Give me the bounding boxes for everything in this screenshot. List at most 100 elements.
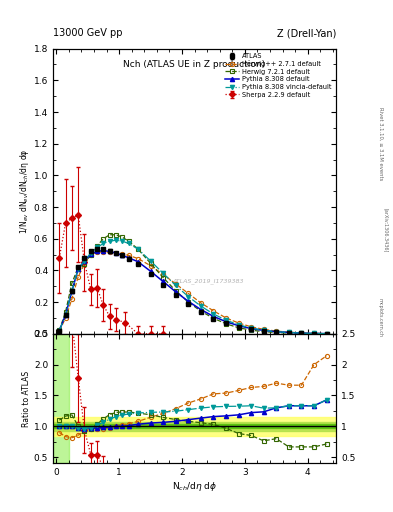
Herwig++ 2.7.1 default: [76, 273, 81, 280]
Herwig 7.2.1 default: [101, 236, 106, 242]
Pythia 8.308 default: [198, 307, 203, 313]
Herwig 7.2.1 default: [249, 327, 253, 333]
Pythia 8.308 default: [136, 259, 140, 265]
Herwig++ 2.7.1 default: [82, 261, 87, 267]
Pythia 8.308 vincia-default: [261, 327, 266, 333]
Pythia 8.308 default: [249, 326, 253, 332]
Herwig++ 2.7.1 default: [312, 330, 316, 336]
Pythia 8.308 default: [148, 268, 153, 274]
Herwig 7.2.1 default: [148, 260, 153, 266]
Pythia 8.308 default: [82, 258, 87, 264]
Pythia 8.308 vincia-default: [88, 250, 93, 256]
Pythia 8.308 default: [126, 254, 131, 261]
Herwig 7.2.1 default: [76, 264, 81, 270]
Pythia 8.308 vincia-default: [161, 270, 165, 276]
Y-axis label: Ratio to ATLAS: Ratio to ATLAS: [22, 371, 31, 426]
Herwig 7.2.1 default: [70, 280, 74, 286]
Pythia 8.308 vincia-default: [286, 329, 291, 335]
Herwig++ 2.7.1 default: [136, 255, 140, 262]
Herwig++ 2.7.1 default: [95, 249, 99, 255]
Herwig++ 2.7.1 default: [286, 329, 291, 335]
Pythia 8.308 default: [70, 288, 74, 294]
Bar: [53, 417, 336, 436]
Line: Herwig 7.2.1 default: Herwig 7.2.1 default: [57, 232, 329, 336]
Bar: [53, 334, 69, 463]
Herwig 7.2.1 default: [198, 308, 203, 314]
Herwig++ 2.7.1 default: [261, 326, 266, 332]
Herwig 7.2.1 default: [63, 309, 68, 315]
Text: 13000 GeV pp: 13000 GeV pp: [53, 28, 123, 38]
Pythia 8.308 vincia-default: [324, 331, 329, 337]
Herwig 7.2.1 default: [312, 331, 316, 337]
Pythia 8.308 vincia-default: [63, 312, 68, 318]
Pythia 8.308 vincia-default: [95, 244, 99, 250]
Pythia 8.308 vincia-default: [224, 317, 228, 323]
Herwig++ 2.7.1 default: [274, 328, 279, 334]
Pythia 8.308 vincia-default: [136, 246, 140, 252]
Pythia 8.308 default: [161, 279, 165, 285]
Herwig++ 2.7.1 default: [173, 281, 178, 287]
Pythia 8.308 vincia-default: [114, 237, 118, 243]
Pythia 8.308 vincia-default: [76, 266, 81, 272]
Pythia 8.308 default: [120, 252, 125, 259]
Herwig 7.2.1 default: [107, 232, 112, 238]
Herwig++ 2.7.1 default: [224, 315, 228, 321]
Pythia 8.308 vincia-default: [126, 241, 131, 247]
Herwig++ 2.7.1 default: [211, 308, 216, 314]
Herwig++ 2.7.1 default: [126, 252, 131, 259]
Herwig 7.2.1 default: [186, 299, 191, 305]
Pythia 8.308 default: [101, 247, 106, 253]
Herwig 7.2.1 default: [211, 315, 216, 322]
Pythia 8.308 default: [63, 312, 68, 318]
Herwig++ 2.7.1 default: [70, 296, 74, 302]
Pythia 8.308 vincia-default: [299, 330, 304, 336]
Herwig 7.2.1 default: [136, 246, 140, 252]
Text: Rivet 3.1.10, ≥ 3.1M events: Rivet 3.1.10, ≥ 3.1M events: [378, 106, 383, 180]
Y-axis label: 1/N$_{ev}$ dN$_{ev}$/dN$_{ch}$/dη dφ: 1/N$_{ev}$ dN$_{ev}$/dN$_{ch}$/dη dφ: [18, 148, 31, 234]
Pythia 8.308 vincia-default: [82, 258, 87, 264]
Pythia 8.308 vincia-default: [249, 325, 253, 331]
Herwig++ 2.7.1 default: [186, 290, 191, 296]
Pythia 8.308 default: [274, 329, 279, 335]
Herwig++ 2.7.1 default: [324, 330, 329, 336]
Herwig++ 2.7.1 default: [198, 300, 203, 306]
Pythia 8.308 default: [286, 329, 291, 335]
Text: Nch (ATLAS UE in Z production): Nch (ATLAS UE in Z production): [123, 60, 266, 69]
Pythia 8.308 default: [76, 266, 81, 272]
Pythia 8.308 vincia-default: [120, 238, 125, 244]
Pythia 8.308 default: [299, 330, 304, 336]
Text: mcplots.cern.ch: mcplots.cern.ch: [378, 298, 383, 337]
Text: ATLAS_2019_I1739383: ATLAS_2019_I1739383: [172, 279, 243, 284]
X-axis label: N$_{ch}$/d$\eta$ d$\phi$: N$_{ch}$/d$\eta$ d$\phi$: [172, 480, 217, 493]
Herwig 7.2.1 default: [88, 251, 93, 258]
Pythia 8.308 vincia-default: [70, 288, 74, 294]
Pythia 8.308 vincia-default: [101, 241, 106, 247]
Line: Pythia 8.308 vincia-default: Pythia 8.308 vincia-default: [57, 238, 329, 336]
Herwig 7.2.1 default: [236, 325, 241, 331]
Herwig 7.2.1 default: [261, 329, 266, 335]
Pythia 8.308 default: [224, 318, 228, 325]
Herwig 7.2.1 default: [95, 243, 99, 249]
Bar: [53, 422, 336, 431]
Herwig 7.2.1 default: [224, 321, 228, 327]
Pythia 8.308 default: [173, 289, 178, 295]
Herwig 7.2.1 default: [274, 329, 279, 335]
Line: Pythia 8.308 default: Pythia 8.308 default: [57, 248, 329, 336]
Pythia 8.308 vincia-default: [211, 311, 216, 317]
Pythia 8.308 default: [312, 330, 316, 336]
Text: Z (Drell-Yan): Z (Drell-Yan): [277, 28, 336, 38]
Herwig++ 2.7.1 default: [249, 324, 253, 330]
Pythia 8.308 vincia-default: [274, 329, 279, 335]
Herwig++ 2.7.1 default: [236, 320, 241, 326]
Pythia 8.308 default: [211, 313, 216, 319]
Pythia 8.308 vincia-default: [148, 258, 153, 264]
Herwig 7.2.1 default: [82, 261, 87, 267]
Text: [arXiv:1306.3436]: [arXiv:1306.3436]: [384, 208, 388, 252]
Pythia 8.308 default: [95, 248, 99, 254]
Pythia 8.308 vincia-default: [107, 238, 112, 244]
Pythia 8.308 default: [261, 327, 266, 333]
Herwig 7.2.1 default: [126, 238, 131, 244]
Pythia 8.308 vincia-default: [312, 330, 316, 336]
Pythia 8.308 vincia-default: [186, 293, 191, 300]
Herwig 7.2.1 default: [57, 327, 62, 333]
